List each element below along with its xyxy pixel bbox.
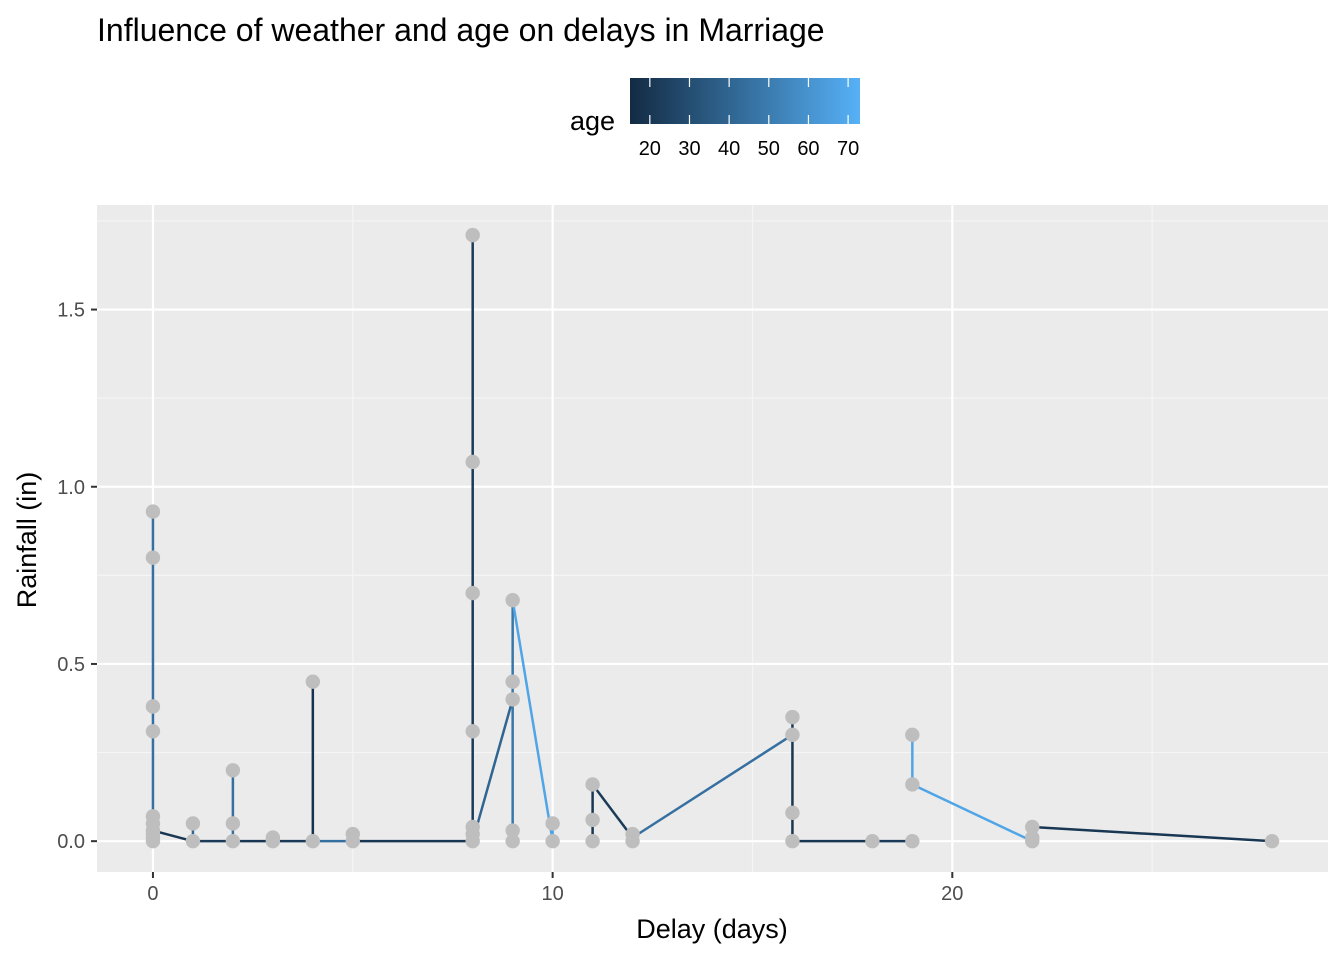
data-point [305,833,321,849]
data-point [145,550,161,565]
data-point [145,699,161,714]
data-point [865,833,880,849]
y-tick-label: 1.0 [57,477,85,499]
data-point [465,819,480,835]
data-segment [471,699,514,842]
x-tick-label: 0 [147,883,158,905]
data-point [145,504,161,519]
y-tick-label: 0.0 [57,831,85,853]
y-tick-label: 1.5 [57,300,85,322]
legend-ticks: 20 30 40 50 60 70 [639,78,859,160]
data-point [785,833,800,849]
data-point [785,709,800,725]
data-point [505,674,520,689]
data-point [345,826,360,842]
data-point [545,816,560,831]
data-point [145,809,161,824]
plot-area [97,205,1328,872]
data-point [265,830,281,845]
y-axis-title: Rainfall (in) [12,472,42,609]
data-point [225,816,241,831]
y-axis: 0.0 0.5 1.0 1.5 [57,300,97,853]
data-point [785,805,800,821]
data-segment [1032,825,1273,843]
x-axis-title: Delay (days) [636,914,788,944]
data-point [905,727,920,743]
data-point [1264,833,1280,849]
legend-tick-label: 70 [837,138,859,160]
data-points [145,227,1280,849]
data-point [305,674,321,689]
x-axis: 0 10 20 [147,872,963,905]
data-point [465,585,480,601]
legend-tick-label: 50 [758,138,780,160]
data-segment [511,599,554,842]
data-point [145,724,161,739]
data-point [505,833,520,849]
data-point [465,454,480,470]
legend-tick-label: 60 [797,138,819,160]
data-point [1025,819,1040,835]
data-point [585,812,600,828]
data-point [625,826,640,842]
data-segment [911,783,1033,843]
legend-tick-label: 30 [678,138,700,160]
x-tick-label: 20 [941,883,963,905]
legend: age 20 30 40 50 60 70 [570,78,860,160]
data-point [585,833,600,849]
data-point [785,727,800,743]
grid-minor [97,205,1328,872]
data-segment [631,733,794,839]
data-segment [591,783,634,839]
legend-title: age [570,106,615,136]
legend-colorbar [630,78,860,124]
y-tick-label: 0.5 [57,654,85,676]
data-point [225,763,241,778]
data-point [1025,830,1040,845]
legend-tick-label: 20 [639,138,661,160]
data-point [185,816,201,831]
data-point [465,724,480,739]
data-point [465,227,480,243]
data-point [585,777,600,792]
data-point [185,833,201,849]
data-point [225,833,241,849]
data-point [545,833,560,849]
legend-tick-label: 40 [718,138,740,160]
data-point [505,592,520,608]
data-point [905,833,920,849]
plot-panel [97,205,1328,872]
data-point [905,777,920,792]
data-point [505,823,520,838]
x-tick-label: 10 [542,883,564,905]
chart-title: Influence of weather and age on delays i… [97,12,825,48]
data-point [505,692,520,707]
